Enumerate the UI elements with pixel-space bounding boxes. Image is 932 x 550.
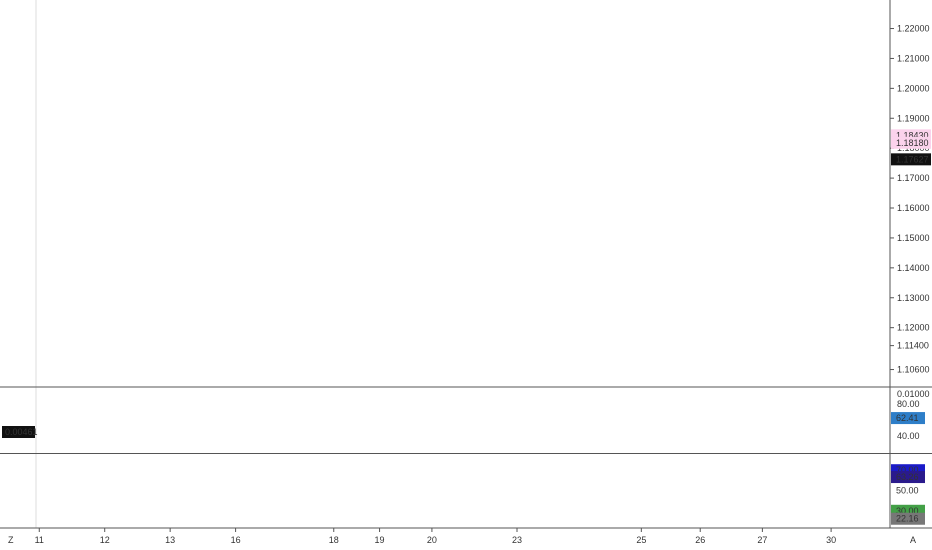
resistance-price-label: 1.18180 [896,138,929,148]
date-tick-label: 19 [375,535,385,545]
date-tick-label: 16 [231,535,241,545]
price-tick-label: 1.14000 [897,263,930,273]
price-tick-label: 1.15000 [897,233,930,243]
osc1-value-label: 62.41 [896,413,919,423]
osc2-value-label: 63.26 [896,472,919,482]
osc1-top-label: 0.01000 [897,389,930,399]
date-tick-label: 18 [329,535,339,545]
osc2-value-label: 70.00 [896,465,919,475]
osc2-value-label: 30.00 [896,506,919,516]
date-tick-label: 25 [636,535,646,545]
date-tick-label: 12 [100,535,110,545]
price-tick-label: 1.17000 [897,173,930,183]
plot-background [36,0,890,528]
price-tick-label: 1.12000 [897,323,930,333]
price-tick-label: 1.11400 [897,341,929,351]
osc1-tick-label: 80.00 [897,399,920,409]
osc1-value-tag [891,412,925,425]
osc2-value-tag [891,484,925,497]
last-price-label: 1.17627 [896,154,929,164]
osc2-value-label: 50.00 [896,486,919,496]
osc1-left-value-tag [2,426,35,438]
date-tick-label: 13 [165,535,175,545]
price-tick-label: 1.16000 [897,203,930,213]
corner-label-left: Z [8,535,14,545]
osc1-tick-label: 40.00 [897,431,920,441]
date-tick-label: 27 [757,535,767,545]
date-tick-label: 11 [35,535,44,545]
osc1-left-value-label: 0.00461 [5,427,38,437]
price-tick-label: 1.22000 [897,24,930,34]
price-tick-label: 1.10600 [897,365,930,375]
price-tick-label: 1.19000 [897,113,930,123]
price-tick-label: 1.20000 [897,83,930,93]
date-tick-label: 30 [826,535,836,545]
resistance-price-label: 1.18430 [896,130,929,140]
price-tick-label: 1.21000 [897,53,930,63]
osc2-value-tag [891,471,925,484]
osc2-value-label: 22.16 [896,514,919,524]
corner-label-right: A [910,535,916,545]
date-tick-label: 23 [512,535,522,545]
date-tick-label: 20 [427,535,437,545]
date-tick-label: 26 [695,535,705,545]
price-tick-label: 1.13000 [897,293,930,303]
last-price-tag [891,153,931,166]
resistance-price-tag [891,136,931,149]
osc2-value-tag [891,512,925,525]
